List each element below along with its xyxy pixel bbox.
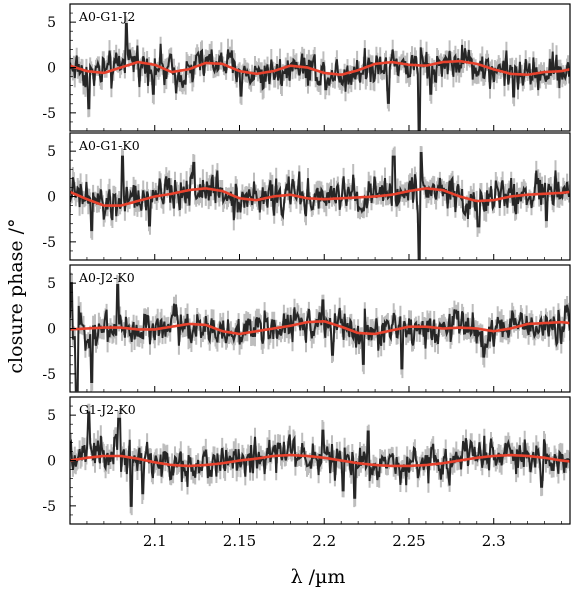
- plot-area: [70, 272, 570, 392]
- panel-title: G1-J2-K0: [79, 402, 136, 417]
- x-tick-label: 2.15: [223, 532, 256, 550]
- data-series: [70, 282, 570, 392]
- panel-title: A0-G1-K0: [78, 138, 140, 153]
- model-curve: [70, 453, 570, 468]
- y-tick-label: 0: [47, 454, 56, 470]
- y-tick-label: 5: [47, 144, 56, 160]
- y-axis-label: closure phase /°: [5, 218, 27, 373]
- y-tick-label: -5: [42, 367, 56, 383]
- y-tick-label: 5: [47, 276, 56, 292]
- y-tick-label: -5: [42, 106, 56, 122]
- x-tick-label: 2.2: [312, 532, 336, 550]
- model-curve: [70, 59, 570, 77]
- plot-area: [70, 16, 570, 131]
- y-tick-label: 0: [47, 322, 56, 338]
- panel-2: 5 0 -5 A0-G1-K0: [42, 132, 571, 261]
- x-tick-label: 2.1: [143, 532, 167, 550]
- y-tick-label: -5: [42, 235, 56, 251]
- x-tick-label: 2.25: [392, 532, 425, 550]
- y-tick-label: 0: [47, 61, 56, 77]
- model-curve: [70, 187, 570, 207]
- y-tick-label: 5: [47, 15, 56, 31]
- error-bars: [70, 146, 570, 260]
- panel-4: 5 0 -5 G1-J2-K0: [42, 396, 571, 525]
- y-tick-label: 0: [47, 190, 56, 206]
- plot-area: [70, 403, 570, 516]
- x-tick-label: 2.3: [482, 532, 506, 550]
- model-curve: [70, 319, 570, 336]
- panels: 5 0 -5 A0-G1-J2 5 0 -5 A0-G1-K0 5 0 -5 A0-J2-K0 5 0 -5…: [42, 3, 571, 550]
- x-axis-label: λ /µm: [291, 566, 346, 588]
- panel-1: 5 0 -5 A0-G1-J2: [42, 3, 571, 132]
- y-tick-label: -5: [42, 499, 56, 515]
- plot-area: [70, 146, 570, 260]
- panel-3: 5 0 -5 A0-J2-K0: [42, 264, 571, 393]
- panel-title: A0-J2-K0: [78, 270, 135, 285]
- panel-title: A0-G1-J2: [78, 9, 135, 24]
- y-tick-label: 5: [47, 408, 56, 424]
- data-series: [70, 23, 570, 131]
